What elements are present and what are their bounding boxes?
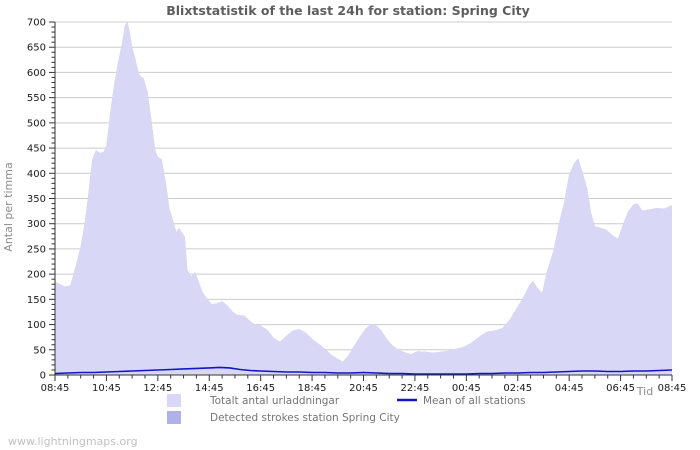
legend-swatch-detected-icon xyxy=(167,411,181,424)
x-ticks: 08:45 10:45 12:45 14:45 16:45 18:45 20:45 22:45… xyxy=(41,375,687,394)
chart-title: Blixtstatistik of the last 24h for stati… xyxy=(166,3,530,18)
y-tick-label: 650 xyxy=(27,43,46,54)
x-tick-label: 14:45 xyxy=(195,383,224,394)
y-tick-label: 450 xyxy=(27,144,46,155)
y-tick-label: 700 xyxy=(27,18,46,29)
total-area-fill xyxy=(55,22,672,375)
x-tick-label: 10:45 xyxy=(92,383,121,394)
y-tick-label: 50 xyxy=(33,345,46,356)
plot-area: 0 50 100 150 200 250 300 350 400 450 500 550 600 650 7… xyxy=(27,18,687,395)
y-tick-label: 300 xyxy=(27,219,46,230)
x-tick-label: 08:45 xyxy=(41,383,70,394)
x-tick-label: 02:45 xyxy=(503,383,532,394)
legend: Totalt antal urladdningar Mean of all st… xyxy=(167,394,526,424)
x-tick-label: 22:45 xyxy=(401,383,430,394)
x-tick-label: 00:45 xyxy=(452,383,481,394)
x-axis-title: Tid xyxy=(636,385,653,398)
legend-label-total: Totalt antal urladdningar xyxy=(209,395,340,407)
mean-line xyxy=(54,366,673,375)
y-tick-label: 200 xyxy=(27,270,46,281)
watermark-text: www.lightningmaps.org xyxy=(8,435,138,448)
y-tick-label: 350 xyxy=(27,194,46,205)
legend-label-detected: Detected strokes station Spring City xyxy=(210,412,400,424)
legend-swatch-total-icon xyxy=(167,394,181,407)
x-tick-label: 20:45 xyxy=(349,383,378,394)
x-tick-label: 18:45 xyxy=(298,383,327,394)
y-tick-label: 600 xyxy=(27,68,46,79)
y-tick-label: 0 xyxy=(40,371,46,382)
x-tick-label: 16:45 xyxy=(246,383,275,394)
legend-label-mean: Mean of all stations xyxy=(423,395,526,407)
y-tick-label: 550 xyxy=(27,93,46,104)
x-tick-label: 12:45 xyxy=(143,383,172,394)
x-tick-label: 08:45 xyxy=(658,383,687,394)
y-ticks: 0 50 100 150 200 250 300 350 400 450 500 550 600 650 7… xyxy=(27,18,55,382)
x-tick-label: 06:45 xyxy=(606,383,635,394)
y-tick-label: 250 xyxy=(27,244,46,255)
y-tick-label: 400 xyxy=(27,169,46,180)
y-tick-label: 500 xyxy=(27,118,46,129)
y-tick-label: 100 xyxy=(27,320,46,331)
y-tick-label: 150 xyxy=(27,295,46,306)
x-tick-label: 04:45 xyxy=(555,383,584,394)
y-axis-title: Antal per timma xyxy=(2,162,15,251)
